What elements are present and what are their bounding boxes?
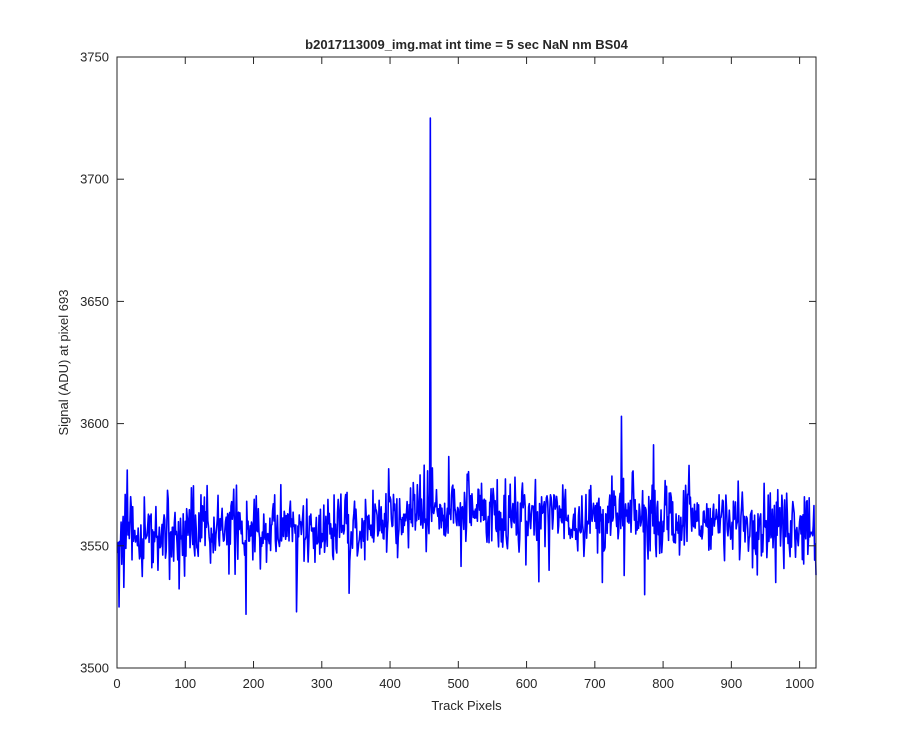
x-tick-label: 200 [243,676,265,691]
x-tick-label: 0 [113,676,120,691]
plot-area [117,57,816,668]
signal-series-line [116,117,817,616]
y-tick-label: 3550 [80,538,109,553]
series-layer [116,117,817,616]
x-tick-label: 800 [652,676,674,691]
chart-title: b2017113009_img.mat int time = 5 sec NaN… [305,37,628,52]
tick-layer: 0 100 200 300 400 500 600 700 800 900 1000 3500 3550… [80,50,816,691]
plot-frame [116,56,817,669]
x-tick-label: 500 [447,676,469,691]
y-tick-label: 3650 [80,294,109,309]
x-axis-label: Track Pixels [431,698,502,713]
y-tick-label: 3600 [80,416,109,431]
y-tick-label: 3750 [80,50,109,65]
x-tick-label: 400 [379,676,401,691]
y-tick-label: 3500 [80,661,109,676]
x-tick-label: 100 [174,676,196,691]
x-tick-label: 700 [584,676,606,691]
x-tick-label: 1000 [785,676,814,691]
y-tick-label: 3700 [80,172,109,187]
x-tick-label: 300 [311,676,333,691]
x-tick-label: 600 [516,676,538,691]
y-axis-label: Signal (ADU) at pixel 693 [56,290,71,436]
x-tick-label: 900 [721,676,743,691]
